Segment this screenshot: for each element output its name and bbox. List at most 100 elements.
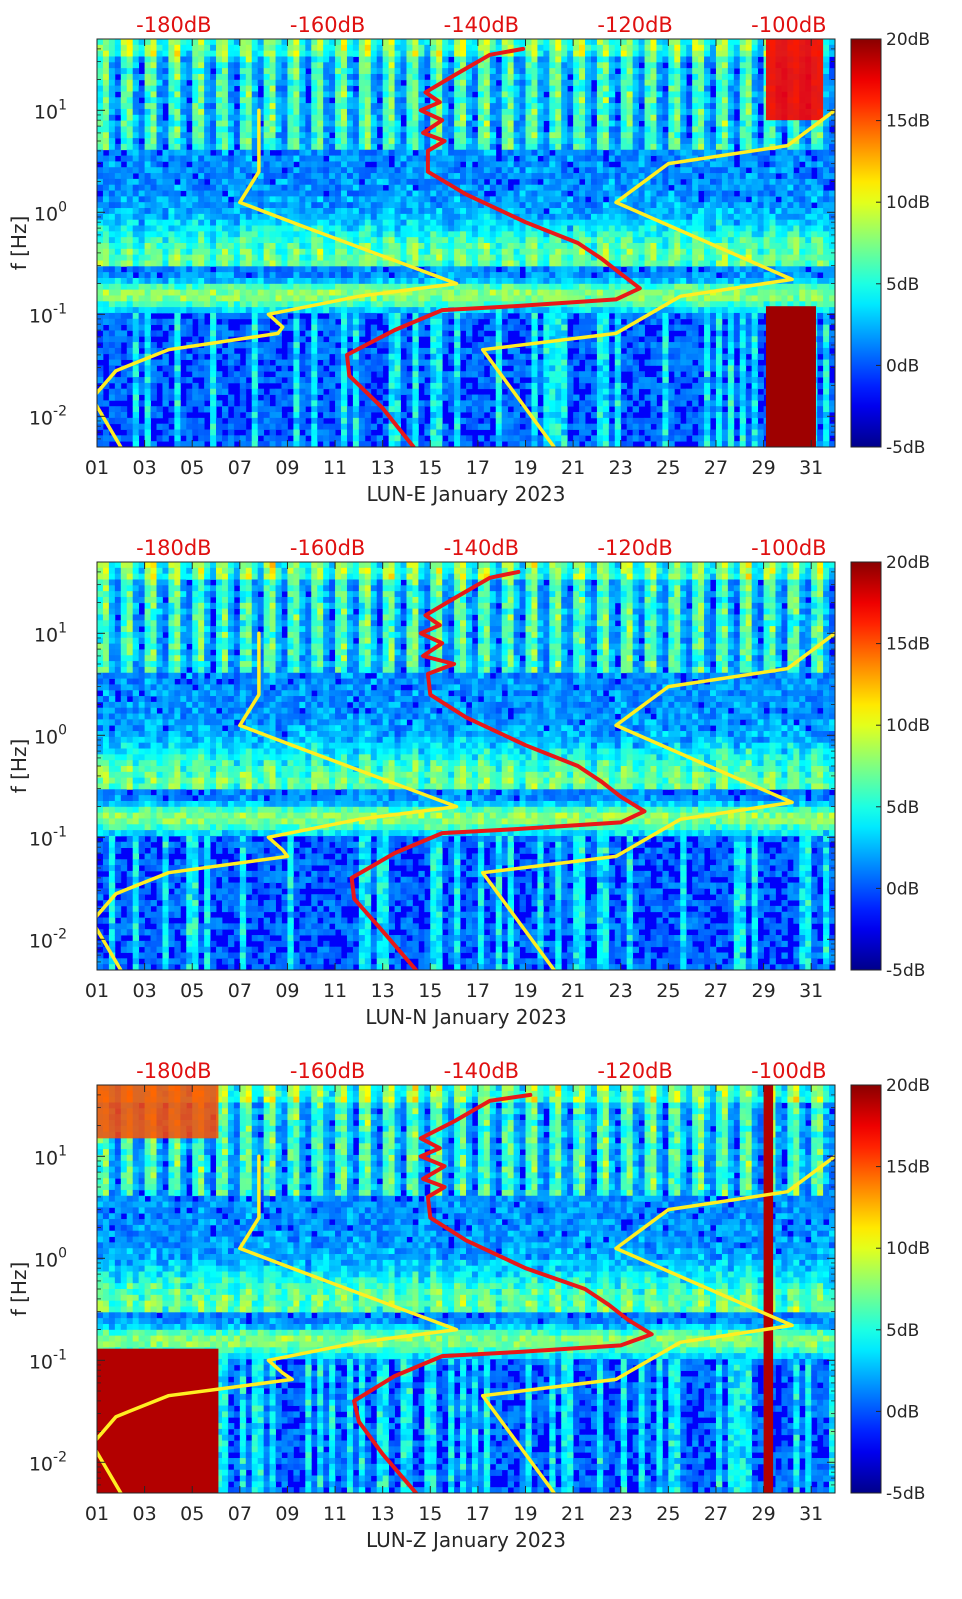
y-tick-label: 10-1 [29, 1347, 67, 1373]
colorbar-label: 0dB [886, 879, 919, 899]
top-axis-db-label: -100dB [751, 1059, 826, 1083]
series-line-1 [97, 1154, 459, 1493]
x-tick-label: 17 [466, 457, 490, 479]
x-axis-label: LUN-Z January 2023 [366, 1528, 566, 1552]
y-axis-label: f [Hz] [7, 1262, 31, 1317]
x-tick-label: 23 [609, 457, 633, 479]
x-tick-label: 09 [275, 1503, 299, 1525]
series-line-3 [345, 46, 642, 447]
x-tick-label: 25 [656, 980, 680, 1002]
x-tick-label: 01 [85, 1503, 109, 1525]
y-tick-label: 10-1 [29, 301, 67, 327]
top-axis-db-label: -160dB [290, 1059, 365, 1083]
y-tick-label: 100 [34, 199, 67, 225]
colorbar-label: 10dB [886, 716, 930, 736]
x-tick-label: 27 [704, 980, 728, 1002]
x-tick-label: 19 [513, 980, 537, 1002]
x-tick-label: 07 [228, 980, 252, 1002]
x-tick-label: 05 [180, 980, 204, 1002]
colorbar [850, 561, 882, 971]
y-axis-label: f [Hz] [7, 739, 31, 794]
x-tick-label: 11 [323, 457, 347, 479]
y-tick-label: 10-2 [29, 1449, 67, 1475]
top-axis-db-label: -160dB [290, 13, 365, 37]
x-tick-label: 17 [466, 1503, 490, 1525]
y-tick-label: 10-2 [29, 403, 67, 429]
colorbar-label: 5dB [886, 275, 919, 295]
colorbar-label: 5dB [886, 1321, 919, 1341]
x-tick-label: 19 [513, 457, 537, 479]
x-tick-label: 23 [609, 980, 633, 1002]
series-line-2 [480, 108, 835, 447]
colorbar-label: 0dB [886, 356, 919, 376]
x-tick-label: 25 [656, 1503, 680, 1525]
y-tick-label: 101 [34, 620, 67, 646]
x-tick-label: 05 [180, 457, 204, 479]
colorbar-label: -5dB [886, 1484, 925, 1504]
x-axis-label: LUN-N January 2023 [365, 1005, 566, 1029]
colorbar-label: 5dB [886, 798, 919, 818]
x-tick-label: 27 [704, 1503, 728, 1525]
top-axis-db-label: -140dB [444, 13, 519, 37]
y-tick-label: 101 [34, 1143, 67, 1169]
x-tick-label: 11 [323, 1503, 347, 1525]
panel-lun-z: 01 03 05 07 09 11 13 15 17 19 21 23 25 27 29 31 LUN-Z Ja… [7, 1059, 930, 1552]
x-tick-label: 29 [751, 980, 775, 1002]
x-tick-label: 03 [133, 980, 157, 1002]
y-axis-label: f [Hz] [7, 216, 31, 271]
x-axis-label: LUN-E January 2023 [366, 482, 565, 506]
top-axis-db-label: -180dB [136, 13, 211, 37]
colorbar [850, 1084, 882, 1494]
x-tick-label: 13 [371, 1503, 395, 1525]
y-tick-label: 100 [34, 722, 67, 748]
x-tick-label: 07 [228, 457, 252, 479]
y-tick-label: 101 [34, 97, 67, 123]
colorbar-label: -5dB [886, 438, 925, 458]
x-tick-label: 21 [561, 980, 585, 1002]
x-tick-label: 19 [513, 1503, 537, 1525]
colorbar-label: 15dB [886, 635, 930, 655]
x-tick-label: 01 [85, 457, 109, 479]
top-axis-db-label: -140dB [444, 536, 519, 560]
colorbar-label: 10dB [886, 1239, 930, 1259]
y-tick-label: 10-1 [29, 824, 67, 850]
top-axis-db-label: -100dB [751, 536, 826, 560]
top-axis-db-label: -120dB [597, 536, 672, 560]
x-tick-label: 15 [418, 1503, 442, 1525]
x-tick-label: 23 [609, 1503, 633, 1525]
x-tick-label: 13 [371, 457, 395, 479]
x-tick-label: 29 [751, 457, 775, 479]
x-tick-label: 21 [561, 457, 585, 479]
series-line-1 [97, 108, 459, 447]
x-tick-label: 31 [799, 457, 823, 479]
top-axis-db-label: -160dB [290, 536, 365, 560]
colorbar-label: 0dB [886, 1402, 919, 1422]
series-line-3 [352, 1092, 654, 1493]
colorbar-label: 10dB [886, 193, 930, 213]
x-tick-label: 15 [418, 457, 442, 479]
top-axis-db-label: -120dB [597, 13, 672, 37]
top-axis-db-label: -140dB [444, 1059, 519, 1083]
panel-lun-n: 01 03 05 07 09 11 13 15 17 19 21 23 25 27 29 31 LUN-N Ja… [7, 536, 930, 1029]
colorbar-label: 20dB [886, 30, 930, 50]
panel-lun-e: 01 03 05 07 09 11 13 15 17 19 21 23 25 27 29 31 LUN-E Ja… [7, 13, 930, 506]
x-tick-label: 29 [751, 1503, 775, 1525]
colorbar-label: 15dB [886, 1158, 930, 1178]
y-tick-label: 100 [34, 1245, 67, 1271]
top-axis-db-label: -100dB [751, 13, 826, 37]
x-tick-label: 31 [799, 1503, 823, 1525]
spectrogram-image [97, 39, 835, 447]
colorbar-label: 20dB [886, 1076, 930, 1096]
series-line-2 [480, 1154, 835, 1493]
x-tick-label: 25 [656, 457, 680, 479]
x-tick-label: 01 [85, 980, 109, 1002]
top-axis-db-label: -180dB [136, 536, 211, 560]
colorbar-label: 15dB [886, 112, 930, 132]
colorbar-label: 20dB [886, 553, 930, 573]
series-line-2 [480, 631, 835, 970]
top-axis-db-label: -120dB [597, 1059, 672, 1083]
x-tick-label: 21 [561, 1503, 585, 1525]
x-tick-label: 07 [228, 1503, 252, 1525]
colorbar-label: -5dB [886, 961, 925, 981]
